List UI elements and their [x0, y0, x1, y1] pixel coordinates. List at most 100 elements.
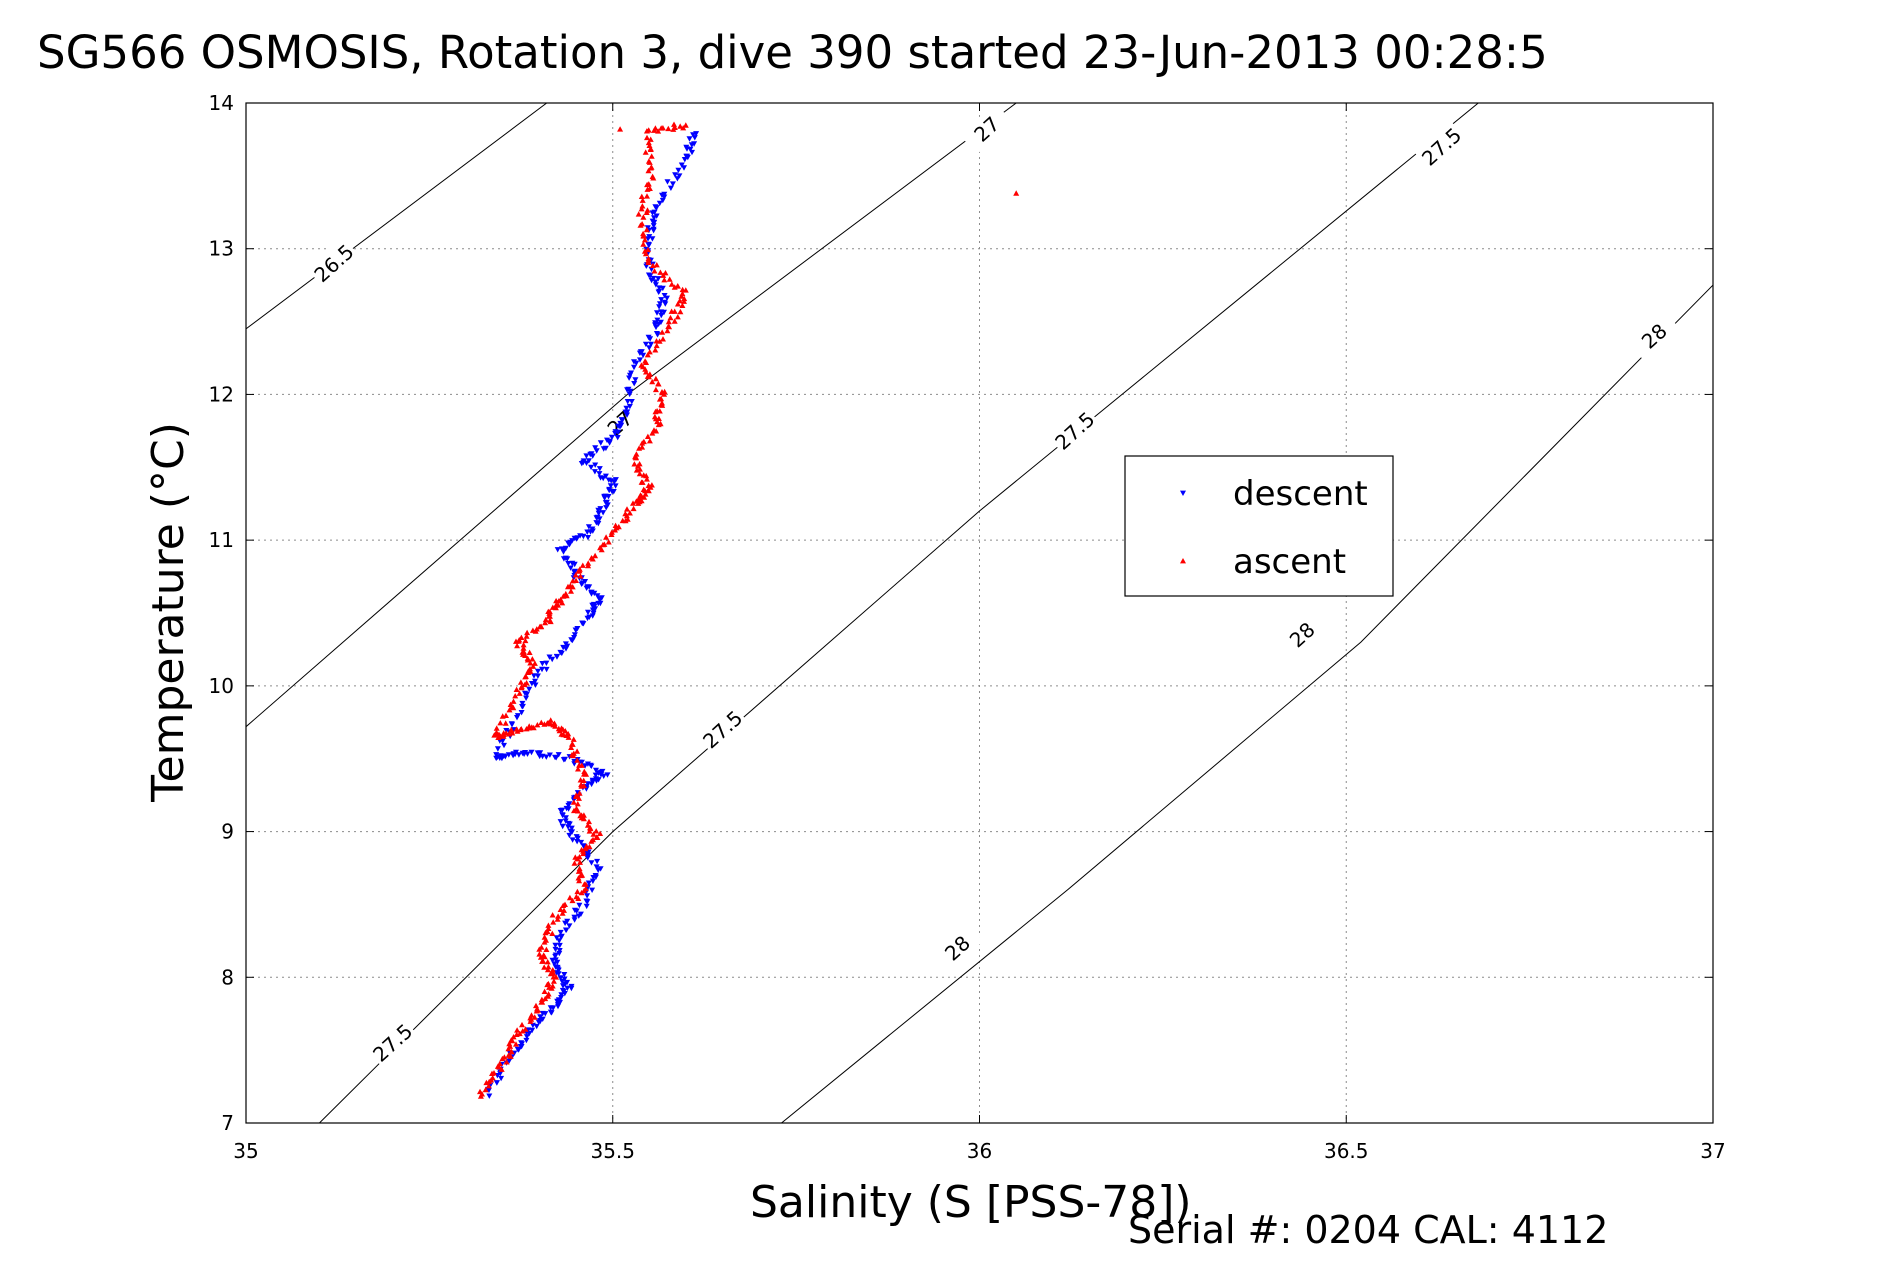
- data-point-descent: [566, 832, 573, 839]
- data-point-ascent: [544, 928, 551, 935]
- data-point-descent: [580, 458, 587, 464]
- data-point-descent: [606, 438, 613, 445]
- data-point-ascent: [639, 197, 646, 203]
- data-point-ascent: [576, 854, 583, 860]
- data-point-descent: [638, 349, 645, 355]
- data-point-ascent: [679, 286, 686, 293]
- data-point-descent: [656, 288, 663, 295]
- data-point-ascent: [665, 318, 672, 325]
- data-point-ascent: [576, 865, 583, 872]
- data-point-descent: [579, 620, 586, 627]
- data-point-ascent: [513, 726, 520, 732]
- data-point-ascent: [541, 934, 548, 940]
- data-point-ascent: [644, 134, 650, 141]
- data-point-descent: [592, 873, 599, 879]
- data-point-descent: [565, 806, 572, 812]
- data-point-descent: [568, 983, 575, 990]
- data-point-descent: [591, 601, 597, 608]
- data-point-ascent: [642, 149, 649, 155]
- data-point-ascent: [545, 964, 552, 970]
- contour-label-bg: [1627, 309, 1681, 362]
- data-point-descent: [653, 331, 660, 337]
- data-point-ascent: [679, 302, 686, 308]
- data-point-ascent: [547, 617, 553, 623]
- data-point-ascent: [545, 980, 552, 987]
- data-point-ascent: [637, 492, 644, 498]
- data-point-descent: [655, 276, 662, 282]
- data-point-ascent: [647, 146, 654, 152]
- data-point-ascent: [633, 498, 640, 504]
- data-point-descent: [562, 815, 569, 821]
- data-point-ascent: [588, 838, 595, 844]
- data-point-ascent: [523, 633, 530, 639]
- data-point-ascent: [559, 910, 566, 916]
- data-point-ascent: [518, 634, 525, 640]
- data-point-descent: [553, 935, 560, 941]
- data-point-ascent: [494, 1063, 501, 1069]
- data-point-ascent: [671, 121, 677, 127]
- contour-label-bg: [695, 703, 749, 755]
- data-point-ascent: [578, 781, 585, 788]
- y-tick-label: 14: [209, 91, 234, 115]
- data-point-descent: [513, 749, 519, 756]
- data-point-ascent: [667, 314, 674, 321]
- data-point-ascent: [522, 637, 529, 644]
- data-point-descent: [658, 312, 665, 319]
- data-point-descent: [676, 173, 683, 179]
- data-point-descent: [595, 510, 602, 517]
- data-point-ascent: [486, 1078, 493, 1085]
- data-point-ascent: [517, 679, 524, 685]
- x-tick-label: 36: [967, 1139, 992, 1163]
- data-point-ascent: [590, 831, 597, 837]
- data-point-ascent: [674, 314, 681, 320]
- data-point-descent: [535, 1019, 542, 1026]
- data-point-descent: [523, 695, 530, 701]
- data-point-descent: [569, 829, 576, 835]
- data-point-ascent: [605, 539, 612, 545]
- data-point-ascent: [519, 649, 526, 655]
- data-point-descent: [573, 908, 580, 914]
- data-point-ascent: [538, 996, 545, 1002]
- data-point-descent: [664, 179, 671, 185]
- data-point-descent: [602, 493, 609, 499]
- data-point-ascent: [522, 674, 529, 680]
- data-point-ascent: [1013, 190, 1020, 196]
- data-point-ascent: [631, 461, 638, 467]
- data-point-ascent: [651, 413, 658, 420]
- data-point-ascent: [665, 323, 672, 329]
- data-point-ascent: [584, 822, 591, 828]
- data-point-ascent: [574, 748, 581, 754]
- data-point-ascent: [554, 916, 561, 922]
- data-point-descent: [678, 162, 685, 168]
- data-point-descent: [562, 545, 569, 552]
- data-point-ascent: [681, 295, 688, 302]
- data-point-descent: [584, 761, 591, 767]
- data-point-descent: [559, 812, 566, 819]
- data-point-ascent: [639, 221, 646, 227]
- data-point-descent: [510, 751, 517, 757]
- data-point-descent: [628, 370, 635, 376]
- data-point-descent: [647, 336, 654, 342]
- data-point-ascent: [538, 719, 545, 725]
- data-point-ascent: [493, 729, 500, 735]
- data-point-ascent: [655, 415, 662, 421]
- data-point-descent: [594, 858, 601, 865]
- data-point-ascent: [646, 438, 653, 444]
- data-point-descent: [539, 666, 545, 673]
- data-point-ascent: [575, 868, 582, 874]
- data-point-descent: [559, 823, 566, 830]
- contour-label-bg: [930, 921, 984, 974]
- data-point-ascent: [544, 966, 551, 973]
- data-point-ascent: [558, 731, 565, 737]
- data-point-descent: [656, 200, 663, 207]
- series-ascent: [477, 121, 1020, 1099]
- data-point-ascent: [645, 255, 652, 262]
- data-point-descent: [585, 535, 591, 541]
- data-point-descent: [650, 275, 657, 282]
- data-point-descent: [672, 172, 679, 178]
- data-point-descent: [506, 1058, 513, 1064]
- data-point-ascent: [647, 136, 654, 142]
- data-point-ascent: [575, 766, 581, 772]
- data-point-ascent: [653, 428, 660, 434]
- data-point-ascent: [643, 226, 650, 233]
